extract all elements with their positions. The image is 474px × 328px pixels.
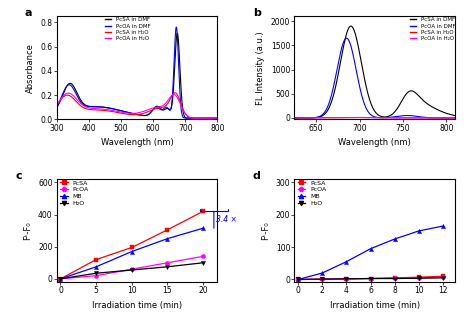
X-axis label: Wavelength (nm): Wavelength (nm) xyxy=(338,138,411,147)
X-axis label: Irradiation time (min): Irradiation time (min) xyxy=(330,301,420,310)
Y-axis label: Absorbance: Absorbance xyxy=(26,43,35,93)
Legend: PcSA, PcOA, MB, H₂O: PcSA, PcOA, MB, H₂O xyxy=(60,180,89,206)
Text: c: c xyxy=(15,171,22,181)
Text: d: d xyxy=(253,171,261,181)
Text: 3.4 ×: 3.4 × xyxy=(216,215,237,224)
Legend: PcSA in DMF, PcOA in DMF, PcSA in H₂O, PcOA in H₂O: PcSA in DMF, PcOA in DMF, PcSA in H₂O, P… xyxy=(105,17,150,41)
X-axis label: Wavelength (nm): Wavelength (nm) xyxy=(101,138,173,147)
Legend: PcSA, PcOA, MB, H₂O: PcSA, PcOA, MB, H₂O xyxy=(298,180,327,206)
Text: b: b xyxy=(253,8,261,18)
Legend: PcSA in DMF, PcOA in DMF, PcSA in H₂O, PcOA in H₂O: PcSA in DMF, PcOA in DMF, PcSA in H₂O, P… xyxy=(410,17,456,41)
Y-axis label: Fᵗ-F₀: Fᵗ-F₀ xyxy=(24,221,33,240)
Text: a: a xyxy=(25,8,32,18)
Y-axis label: Fᵗ-F₀: Fᵗ-F₀ xyxy=(261,221,270,240)
Y-axis label: FL Intensity (a.u.): FL Intensity (a.u.) xyxy=(256,31,265,105)
X-axis label: Irradiation time (min): Irradiation time (min) xyxy=(92,301,182,310)
